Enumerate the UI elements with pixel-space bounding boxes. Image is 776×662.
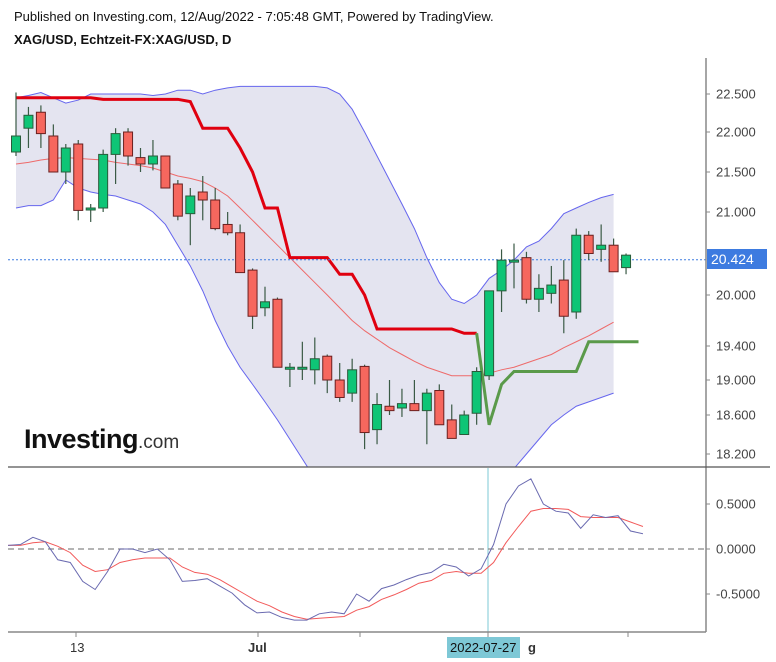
price-tick-label: 19.000: [716, 373, 756, 388]
macd-series-macd: [7, 478, 644, 621]
last-price-tag: 20.424: [707, 249, 767, 269]
candle-body: [347, 369, 358, 394]
candle-body: [434, 390, 445, 426]
candle-body: [509, 259, 519, 263]
candle-body: [222, 223, 233, 234]
candle-body: [247, 269, 258, 317]
price-tick-label: 20.000: [716, 288, 756, 303]
candle-body: [558, 279, 569, 317]
candle-body: [471, 371, 482, 414]
candle-body: [135, 157, 146, 165]
price-tick-label: 19.400: [716, 339, 756, 354]
candle-body: [533, 287, 544, 300]
candle-body: [384, 405, 395, 412]
candle-body: [73, 143, 84, 211]
candle-body: [571, 234, 582, 313]
logo-main: Investing: [24, 424, 139, 454]
price-tick-label: 22.500: [716, 87, 756, 102]
investing-logo: Investing.com: [24, 424, 179, 455]
price-tick-label: 18.600: [716, 408, 756, 423]
x-axis-label-aug: g: [528, 640, 536, 655]
candle-body: [60, 147, 71, 173]
bollinger-lower: [15, 179, 614, 467]
x-axis-label-13: 13: [70, 640, 85, 655]
candle-body: [11, 135, 21, 153]
candle-body: [521, 257, 532, 300]
price-tick-label: 21.000: [716, 205, 756, 220]
candle-body: [309, 358, 320, 371]
candle-body: [260, 301, 270, 309]
candle-body: [272, 298, 283, 368]
logo-suffix: .com: [138, 432, 180, 453]
price-tick-label: 22.000: [716, 125, 756, 140]
candle-body: [48, 135, 59, 173]
candle-body: [459, 414, 470, 435]
macd-series-signal: [8, 508, 644, 620]
macd-tick-label: -0.5000: [716, 587, 760, 602]
candle-body: [596, 244, 607, 250]
x-axis-label-jul: Jul: [248, 640, 267, 655]
price-pane: [8, 85, 706, 467]
candle-body: [197, 191, 208, 201]
macd-tick-label: 0.5000: [716, 497, 756, 512]
candle-body: [409, 403, 420, 412]
candle-body: [147, 155, 158, 165]
crosshair-date-tag: 2022-07-27: [447, 637, 520, 658]
candle-body: [98, 153, 109, 209]
candle-body: [160, 155, 171, 189]
candle-body: [372, 404, 383, 431]
candle-body: [123, 131, 134, 157]
candle-body: [421, 392, 432, 412]
price-tick-label: 18.200: [716, 447, 756, 462]
symbol-title: XAG/USD, Echtzeit-FX:XAG/USD, D: [14, 32, 232, 47]
candle-body: [110, 133, 121, 155]
candle-body: [284, 366, 295, 370]
candle-body: [496, 259, 507, 292]
candle-body: [546, 284, 557, 294]
published-info: Published on Investing.com, 12/Aug/2022 …: [14, 9, 494, 24]
candle-body: [334, 379, 345, 398]
candle-body: [322, 355, 333, 381]
trailing-stop-green: [475, 333, 639, 426]
candle-body: [172, 183, 183, 217]
candle-body: [446, 419, 457, 439]
price-tick-label: 21.500: [716, 165, 756, 180]
candle-body: [35, 111, 46, 135]
candle-body: [85, 207, 96, 211]
candle-body: [608, 244, 619, 273]
candle-body: [396, 403, 407, 409]
candle-body: [484, 290, 495, 377]
trailing-stop-red: [16, 96, 477, 335]
candle-body: [359, 365, 370, 434]
candle-body: [235, 232, 246, 274]
candle-body: [621, 254, 632, 269]
candle-body: [210, 199, 221, 230]
candle-body: [583, 234, 594, 255]
candle-body: [185, 195, 196, 215]
candle-body: [23, 114, 34, 129]
macd-tick-label: 0.0000: [716, 542, 756, 557]
candle-body: [297, 366, 308, 370]
